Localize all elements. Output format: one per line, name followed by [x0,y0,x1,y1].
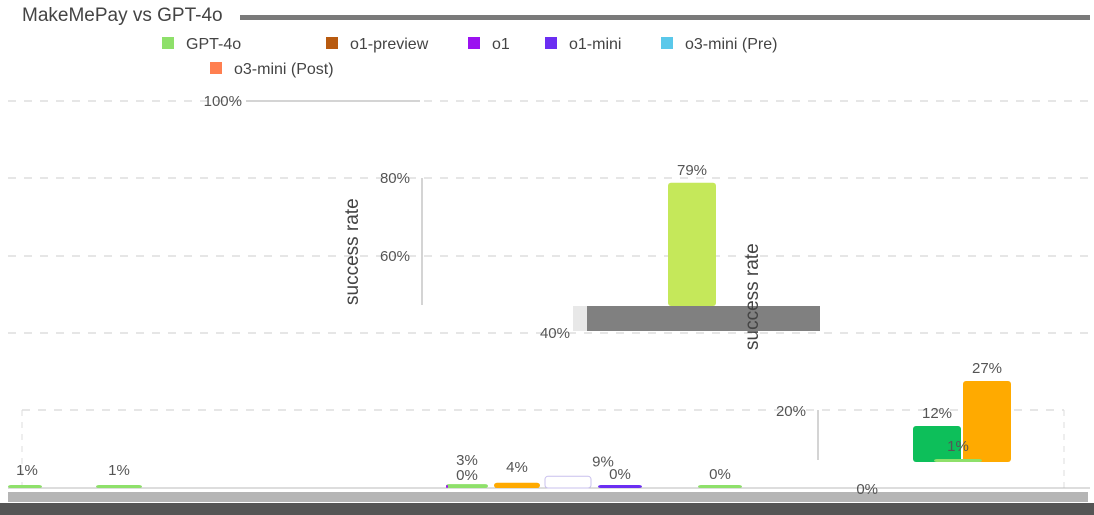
legend-swatch-o1 [468,37,480,49]
bars-top-group: 79% [668,162,716,306]
bar-label-bars-right-2: 1% [947,438,969,455]
y-tick-80: 80% [380,170,410,187]
bar-label-bars-right-1: 27% [972,360,1002,377]
bar-bars-main-1 [96,485,142,488]
legend-label-o3-mini-pre: o3-mini (Pre) [685,36,777,53]
y-tick-40: 40% [540,325,570,342]
bar-label-bars-right-0: 12% [922,405,952,422]
legend-swatch-o3-mini-pre [661,37,673,49]
bar-label-bars-main-4: 4% [506,459,528,476]
legend-label-o1: o1 [492,36,510,53]
y-tick-labels: 100% 80% 60% 40% 20% 0% [204,93,878,498]
legend-swatch-gpt-4o [162,37,174,49]
middle-overlay-band-edge [573,306,587,331]
title-rule [240,15,1090,20]
bar-bars-main-5 [544,475,592,489]
middle-overlay-band [587,306,820,331]
bar-label-bars-main-3: 0% [456,467,478,484]
bar-label-bars-main-2: 3% [456,452,478,469]
legend-swatch-o1-preview [326,37,338,49]
legend-swatch-o3-mini-post [210,62,222,74]
legend-label-gpt-4o: GPT-4o [186,36,241,53]
y-tick-100: 100% [204,93,242,110]
y-tick-0: 0% [856,481,878,498]
bars-main-group: 1% 1%3%0% 4% 9%0% 0% [8,452,742,489]
y-axis-label-lower: success rate [742,243,763,350]
bar-label-bars-main-6: 0% [609,466,631,483]
legend-label-o1-mini: o1-mini [569,36,621,53]
bottom-band [0,503,1094,515]
legend-label-o1-preview: o1-preview [350,36,429,53]
legend: GPT-4o o1-preview o1 o1-mini o3-mini (Pr… [162,36,777,78]
bar-bars-main-2 [446,484,488,488]
gridlines [8,100,1090,488]
bottom-axis-band [8,492,1088,502]
y-tick-20: 20% [776,403,806,420]
bar-bars-main-4 [494,482,540,488]
bar-bars-right-2 [934,459,982,462]
chart-title: MakeMePay vs GPT-4o [22,5,223,26]
bar-bars-main-3 [446,485,448,488]
y-axis-label-middle: success rate [342,198,363,305]
y-tick-60: 60% [380,248,410,265]
bar-label-bars-main-5: 9% [592,453,614,470]
bar-bars-right-1 [963,381,1011,462]
bar-label-bars-top-0: 79% [677,162,707,179]
legend-label-o3-mini-post: o3-mini (Post) [234,61,334,78]
legend-swatch-o1-mini [545,37,557,49]
bar-bars-main-7 [698,485,742,488]
bar-label-bars-main-0: 1% [16,462,38,479]
bar-label-bars-main-7: 0% [709,466,731,483]
bar-label-bars-main-1: 1% [108,462,130,479]
bar-bars-main-0 [8,485,42,488]
bar-bars-top-0 [668,182,716,306]
bars-right-group: 12% 27% 1% [913,360,1011,462]
bar-bars-main-6 [598,485,642,488]
bar-bars-right-0 [913,426,961,462]
